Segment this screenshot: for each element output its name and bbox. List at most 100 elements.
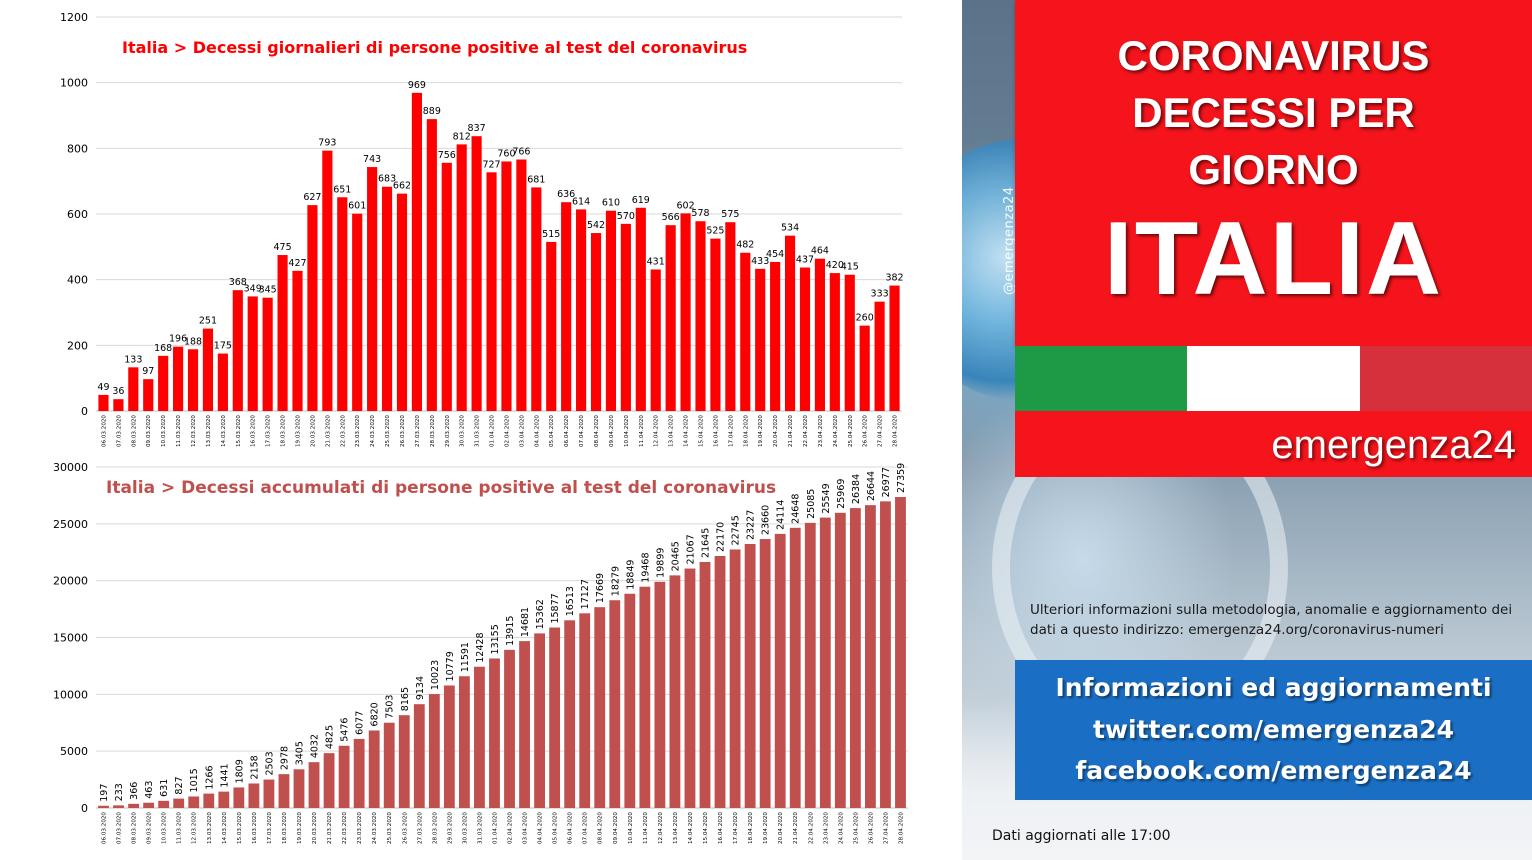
x-tick-label: 10.04.2020 (624, 415, 630, 447)
flag-green-stripe (1015, 346, 1188, 411)
x-tick-label: 12.04.2020 (654, 415, 660, 447)
bar (531, 187, 542, 411)
data-label: 464 (811, 246, 829, 257)
data-label: 4032 (310, 734, 321, 758)
x-tick-label: 26.04.2020 (863, 415, 869, 447)
data-label: 22745 (731, 515, 742, 545)
bar (217, 353, 228, 411)
x-tick-label: 14.03.2020 (221, 415, 227, 447)
bar (337, 197, 348, 411)
bar (323, 753, 335, 808)
data-label: 175 (214, 341, 232, 352)
bar (278, 774, 290, 808)
y-tick-label: 800 (67, 142, 88, 155)
x-tick-label: 08.04.2020 (594, 415, 600, 447)
y-tick-label: 1200 (60, 11, 88, 24)
x-tick-label: 21.04.2020 (793, 812, 799, 844)
bar (549, 627, 561, 808)
x-tick-label: 30.03.2020 (460, 415, 466, 447)
bar (639, 586, 651, 808)
x-tick-label: 25.04.2020 (853, 812, 859, 844)
x-tick-label: 12.03.2020 (192, 812, 198, 844)
twitter-link[interactable]: twitter.com/emergenza24 (1092, 715, 1455, 744)
data-label: 5476 (340, 718, 351, 742)
bar (158, 800, 170, 808)
y-tick-label: 20000 (53, 575, 88, 588)
facebook-link[interactable]: facebook.com/emergenza24 (1075, 756, 1472, 785)
data-label: 7503 (385, 695, 396, 719)
data-label: 16513 (565, 586, 576, 616)
data-label: 463 (144, 781, 155, 799)
data-label: 2978 (279, 746, 290, 770)
data-label: 636 (557, 189, 575, 200)
bar (368, 730, 380, 808)
data-label: 614 (572, 196, 590, 207)
data-label: 197 (99, 784, 110, 802)
bar (740, 252, 751, 411)
x-tick-label: 12.03.2020 (191, 415, 197, 447)
data-label: 36 (112, 386, 124, 397)
x-tick-label: 13.03.2020 (206, 415, 212, 447)
data-label: 662 (393, 181, 411, 192)
data-label: 793 (318, 138, 336, 149)
bar (428, 694, 440, 808)
x-tick-label: 24.03.2020 (372, 812, 378, 844)
bar (546, 241, 557, 411)
data-label: 889 (423, 106, 441, 117)
bar (262, 297, 273, 411)
data-label: 18849 (625, 560, 636, 590)
bar (113, 399, 124, 411)
bar (98, 394, 109, 411)
bar (579, 613, 591, 808)
data-label: 681 (527, 174, 545, 185)
bar (895, 497, 906, 808)
data-label: 454 (766, 249, 784, 260)
x-tick-label: 16.03.2020 (251, 415, 257, 447)
bar (143, 802, 155, 808)
x-tick-label: 25.03.2020 (385, 415, 391, 447)
bar (128, 367, 139, 411)
bar (293, 769, 305, 808)
x-tick-label: 17.03.2020 (266, 415, 272, 447)
bar (534, 633, 546, 808)
methodology-note: Ulteriori informazioni sulla metodologia… (1030, 602, 1513, 638)
data-label: 26384 (851, 474, 862, 504)
data-label: 827 (174, 776, 185, 794)
data-label: 631 (159, 779, 170, 797)
x-tick-label: 29.03.2020 (447, 812, 453, 844)
x-tick-label: 15.03.2020 (236, 415, 242, 447)
x-tick-label: 07.03.2020 (117, 812, 123, 844)
x-tick-label: 20.04.2020 (773, 415, 779, 447)
x-tick-label: 27.04.2020 (878, 415, 884, 447)
data-label: 4825 (325, 725, 336, 749)
data-label: 683 (378, 174, 396, 185)
data-label: 427 (288, 258, 306, 269)
chart-title: Italia > Decessi accumulati di persone p… (106, 478, 776, 498)
data-label: 15877 (550, 593, 561, 623)
data-label: 1441 (219, 763, 230, 787)
x-tick-label: 02.04.2020 (508, 812, 514, 844)
bar (277, 255, 288, 411)
bar (576, 209, 587, 411)
data-label: 27359 (896, 463, 907, 493)
bar (650, 269, 661, 411)
data-label: 2158 (249, 755, 260, 779)
bar (188, 796, 200, 808)
x-tick-label: 16.04.2020 (713, 415, 719, 447)
bar (714, 556, 726, 808)
x-tick-label: 31.03.2020 (475, 415, 481, 447)
x-tick-label: 10.03.2020 (162, 812, 168, 844)
bar (263, 779, 275, 808)
data-label: 534 (781, 223, 799, 234)
x-tick-label: 16.04.2020 (718, 812, 724, 844)
bar (501, 161, 512, 411)
bar (398, 715, 410, 808)
data-label: 233 (114, 783, 125, 801)
x-tick-label: 22.04.2020 (808, 812, 814, 844)
data-label: 420 (826, 260, 844, 271)
data-label: 25085 (806, 489, 817, 519)
y-tick-label: 200 (67, 339, 88, 352)
data-label: 14681 (520, 607, 531, 637)
bar (684, 568, 696, 808)
data-label: 619 (632, 195, 650, 206)
